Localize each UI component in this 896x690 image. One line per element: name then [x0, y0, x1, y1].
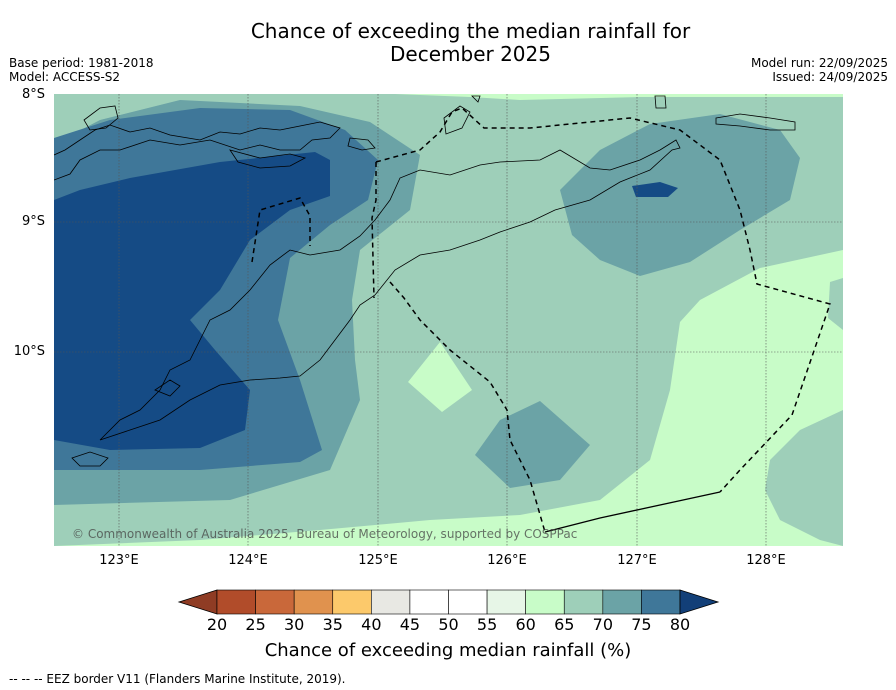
footer-note: -- -- -- EEZ border V11 (Flanders Marine… — [9, 672, 346, 686]
lat-label-10s: 10°S — [13, 344, 45, 359]
coast-roti — [71, 451, 109, 467]
colorbar-under-arrow — [177, 589, 218, 615]
lon-label-124e: 124°E — [228, 553, 268, 568]
coast-wetar — [229, 149, 307, 169]
colorbar-tick-75: 75 — [631, 615, 652, 634]
colorbar-swatch-35 — [332, 589, 372, 615]
colorbar-tick-40: 40 — [361, 615, 382, 634]
lat-label-8s: 8°S — [21, 87, 45, 102]
colorbar-tick-35: 35 — [322, 615, 343, 634]
colorbar-swatch-25 — [255, 589, 295, 615]
coast-islet-1 — [654, 95, 667, 109]
eez-border — [251, 107, 831, 533]
coastline — [54, 95, 796, 467]
colorbar-tick-60: 60 — [515, 615, 536, 634]
colorbar-swatch-20 — [216, 589, 256, 615]
map-title: Chance of exceeding the median rainfall … — [0, 20, 896, 66]
colorbar-swatch-30 — [293, 589, 334, 615]
eez-border-solid — [544, 491, 721, 533]
meta-right: Model run: 22/09/2025 Issued: 24/09/2025 — [751, 56, 888, 84]
field-70-75-south — [475, 401, 590, 488]
lat-label-9s: 9°S — [21, 214, 45, 229]
field-80-plus-east — [632, 182, 678, 197]
coast-timor — [99, 139, 681, 441]
field-80-plus — [54, 152, 330, 450]
colorbar-tick-45: 45 — [399, 615, 421, 634]
colorbar-over-arrow — [679, 589, 720, 615]
field-65-70-se — [765, 410, 843, 546]
colorbar-tick-70: 70 — [592, 615, 613, 634]
coast-islet-2 — [443, 105, 471, 135]
colorbar-tick-20: 20 — [206, 615, 228, 634]
lon-label-126e: 126°E — [487, 553, 527, 568]
copyright-text: © Commonwealth of Australia 2025, Bureau… — [72, 527, 577, 541]
colorbar-swatch-65 — [563, 589, 604, 615]
colorbar-tick-25: 25 — [245, 615, 266, 634]
colorbar-swatch-55 — [486, 589, 526, 615]
colorbar-tick-30: 30 — [283, 615, 305, 634]
graticule — [54, 94, 843, 546]
base-period: Base period: 1981-2018 — [9, 56, 154, 70]
model-name: Model: ACCESS-S2 — [9, 70, 121, 84]
colorbar-tick-80: 80 — [669, 615, 691, 634]
colorbar-swatch-60 — [525, 589, 565, 615]
map-field: © Commonwealth of Australia 2025, Bureau… — [54, 94, 843, 546]
colorbar — [177, 589, 720, 615]
meta-left: Base period: 1981-2018 Model: ACCESS-S2 — [9, 56, 154, 84]
lon-label-128e: 128°E — [746, 553, 786, 568]
coast-islands-e — [715, 113, 796, 131]
title-line-2: December 2025 — [390, 42, 551, 66]
field-65-70-e — [828, 278, 843, 330]
issued-date: Issued: 24/09/2025 — [772, 70, 888, 84]
lon-label-125e: 125°E — [358, 553, 398, 568]
colorbar-swatch-40 — [371, 589, 411, 615]
coast-semau — [154, 379, 181, 397]
colorbar-swatch-70 — [602, 589, 642, 615]
colorbar-tick-50: 50 — [438, 615, 459, 634]
field-70-75-east — [560, 114, 800, 276]
coast-flores — [54, 121, 341, 181]
coast-sumba — [83, 105, 119, 131]
colorbar-swatch-75 — [641, 589, 681, 615]
coast-islet-3 — [471, 95, 481, 103]
model-run: Model run: 22/09/2025 — [750, 56, 888, 70]
colorbar-tick-65: 65 — [554, 615, 575, 634]
colorbar-swatch-45 — [409, 589, 449, 615]
lon-label-123e: 123°E — [99, 553, 139, 568]
colorbar-label: Chance of exceeding median rainfall (%) — [264, 640, 632, 661]
lon-label-127e: 127°E — [617, 553, 657, 568]
colorbar-swatch-50 — [448, 589, 488, 615]
coast-alor — [347, 137, 376, 151]
title-line-1: Chance of exceeding the median rainfall … — [250, 19, 691, 43]
colorbar-tick-55: 55 — [476, 615, 498, 634]
field-60-65-hole-centre — [408, 342, 472, 412]
